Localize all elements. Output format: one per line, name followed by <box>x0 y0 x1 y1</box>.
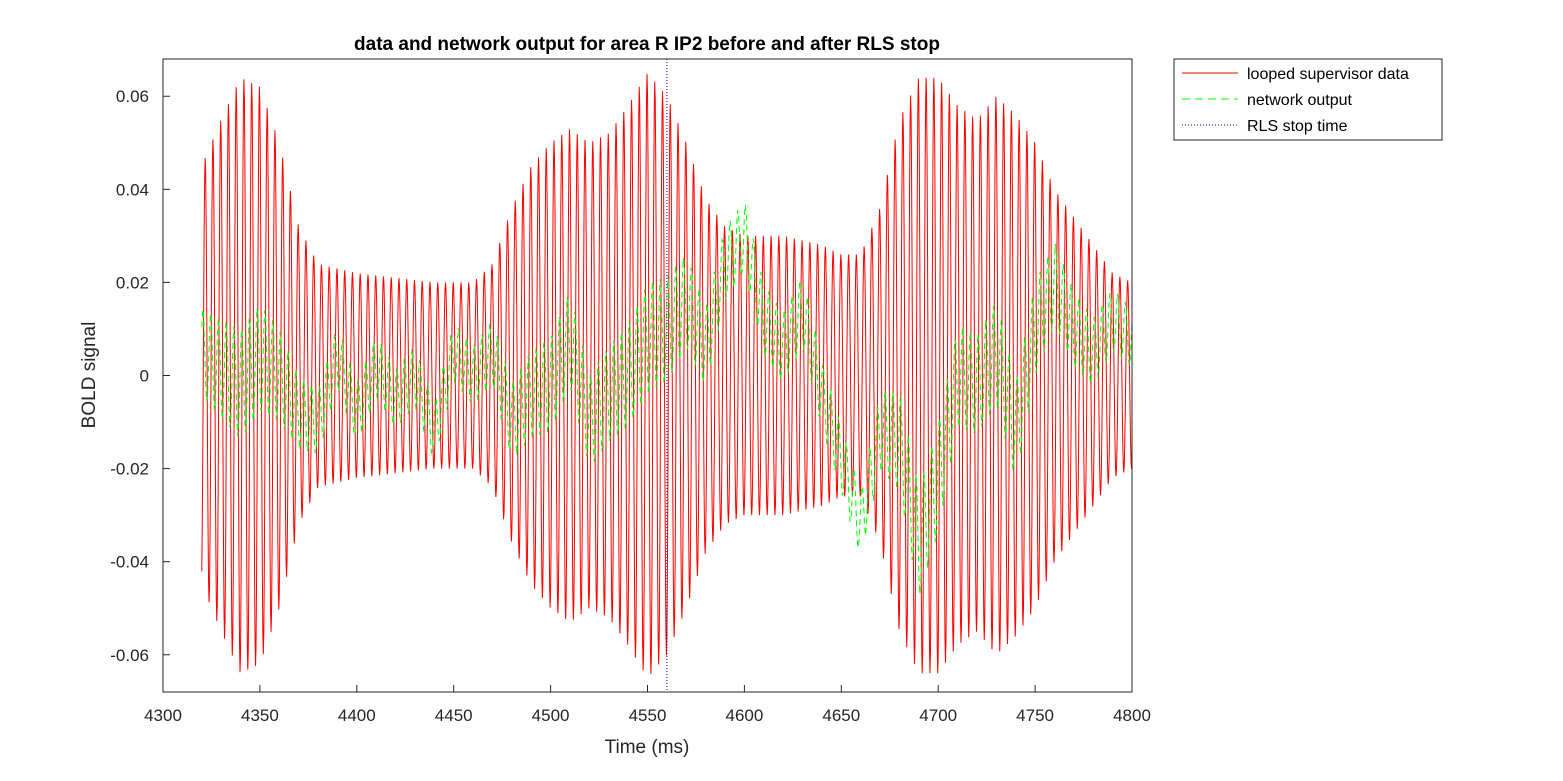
x-tick-label: 4750 <box>1016 706 1054 725</box>
x-tick-label: 4600 <box>725 706 763 725</box>
y-tick-label: 0.02 <box>116 273 149 292</box>
chart-title: data and network output for area R IP2 b… <box>354 34 940 55</box>
y-tick-label: -0.04 <box>110 553 149 572</box>
legend-label-network-output: network output <box>1247 92 1353 109</box>
y-tick-label: 0 <box>140 367 149 386</box>
series-line-supervisor <box>201 73 1132 674</box>
x-tick-label: 4650 <box>822 706 860 725</box>
legend: looped supervisor data network output RL… <box>1173 58 1443 141</box>
y-tick-label: -0.06 <box>110 646 149 665</box>
x-axis-label: Time (ms) <box>605 737 690 758</box>
plot-lines <box>201 59 1132 692</box>
y-tick-label: -0.02 <box>110 460 149 479</box>
x-tick-label: 4700 <box>919 706 957 725</box>
x-tick-label: 4350 <box>241 706 279 725</box>
x-tick-label: 4500 <box>532 706 570 725</box>
x-tick-label: 4800 <box>1113 706 1151 725</box>
x-axis-ticks: 4300 4350 4400 4450 4500 4550 4600 4650 4700 4750… <box>144 685 1151 725</box>
y-tick-label: 0.04 <box>116 180 149 199</box>
y-axis-label: BOLD signal <box>79 322 100 429</box>
x-tick-label: 4300 <box>144 706 182 725</box>
legend-label-rls-stop: RLS stop time <box>1247 118 1348 135</box>
y-tick-label: 0.06 <box>116 87 149 106</box>
y-axis-ticks: -0.06 -0.04 -0.02 0 0.02 0.04 0.06 <box>110 87 170 665</box>
legend-label-supervisor: looped supervisor data <box>1247 66 1409 83</box>
x-tick-label: 4550 <box>629 706 667 725</box>
x-tick-label: 4450 <box>435 706 473 725</box>
x-tick-label: 4400 <box>338 706 376 725</box>
